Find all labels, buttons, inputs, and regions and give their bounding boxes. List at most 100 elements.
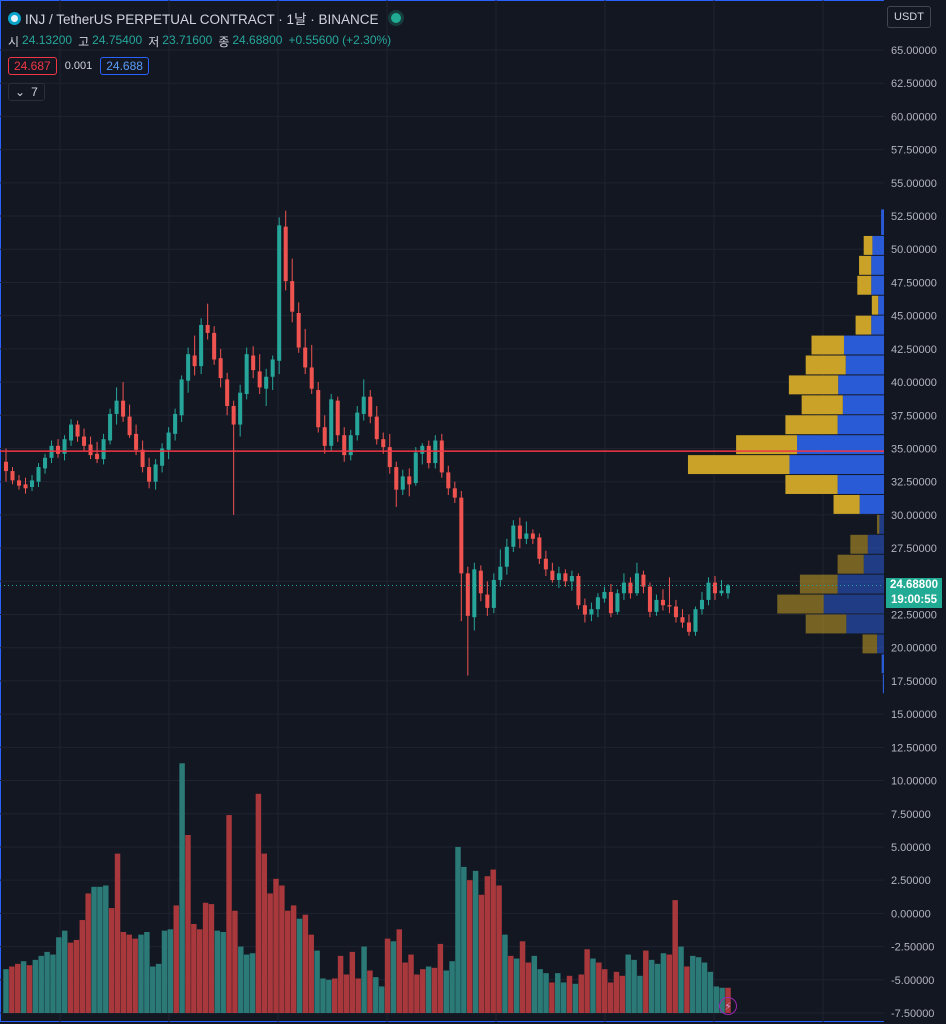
volume-bar [79,920,86,1013]
candle-body [244,354,249,395]
volume-bar [519,941,526,1013]
volume-profile-sell-bar [837,554,864,574]
volume-bar [3,969,9,1013]
volume-bar [285,910,291,1013]
volume-bars [3,763,731,1013]
volume-bar [173,905,179,1013]
candle-body [309,367,314,389]
volume-profile-sell-bar [788,375,839,395]
candle-body [569,575,574,582]
candle-body [160,448,165,466]
volume-bar [267,893,273,1013]
lightning-icon[interactable]: ⚡ [719,997,737,1015]
candle-body [660,599,665,606]
candle-body [348,435,353,456]
volume-profile-sell-bar [736,435,797,455]
candle-body [264,376,269,389]
low-value: 23.71600 [162,33,213,47]
candle-body [608,591,613,614]
price-tick-label: 15.00000 [891,709,937,721]
volume-bar [607,982,614,1013]
volume-bar [390,941,397,1013]
price-tick-label: 60.00000 [891,111,937,123]
candle-body [485,594,490,608]
volume-profile-buy-bar [843,335,884,355]
price-tick-label: 37.50000 [891,410,937,422]
candle-body [420,445,425,454]
candle-body [82,436,87,446]
volume-bar [654,963,661,1013]
candle-body [628,582,633,594]
price-tick-label: 42.50000 [891,344,937,356]
volume-bar [684,966,690,1013]
indicators-toggle-button[interactable]: ⌄ 7 [8,83,45,101]
candle-body [712,582,718,594]
candle-body [153,464,158,482]
volume-bar [367,970,373,1013]
volume-profile-sell-bar [857,275,872,295]
volume-bar [625,954,631,1013]
candle-body [3,461,9,472]
candle-body [550,570,555,580]
volume-bar [466,880,473,1013]
price-tick-label: 65.00000 [891,45,937,57]
candle-body [407,476,412,485]
volume-bar [449,961,455,1013]
volume-profile-sell-bar [785,415,838,435]
volume-bar [337,955,344,1013]
volume-bar [85,893,91,1013]
price-tick-label: 40.00000 [891,377,937,389]
volume-profile-sell-bar [863,235,873,255]
candle-body [686,622,691,632]
symbol-title[interactable]: INJ / TetherUS PERPETUAL CONTRACT · 1날 ·… [25,12,379,27]
volume-bar [343,974,350,1013]
candle-body [465,573,470,616]
candle-body [641,574,646,587]
price-tick-label: 47.50000 [891,277,937,289]
volume-bar [601,969,608,1013]
volume-profile-buy-bar [881,209,884,235]
candle-body [270,359,275,377]
candle-body [511,525,516,547]
sell-price-button[interactable]: 24.687 [8,57,57,75]
candle-body [140,449,145,468]
candle-body [225,379,230,406]
volume-bar [232,910,238,1013]
candle-body [615,593,620,612]
volume-bar [373,977,379,1013]
candle-body [387,447,392,468]
volume-bar [455,846,461,1013]
volume-bar [537,969,543,1013]
candle-body [342,435,347,456]
volume-profile-buy-bar [837,574,884,594]
volume-bar [349,951,356,1013]
volume-bar [396,929,403,1013]
candle-body [238,392,243,425]
volume-bar [15,963,21,1013]
volume-bar [20,961,27,1013]
volume-bar [572,983,579,1013]
volume-profile-buy-bar [881,654,884,674]
volume-bar [402,962,408,1013]
volume-bar [590,958,596,1013]
price-tick-label: 5.00000 [891,842,931,854]
currency-selector[interactable]: USDT [887,6,931,28]
volume-bar [543,973,549,1013]
high-value: 24.75400 [92,33,143,47]
volume-profile-sell-bar [877,514,880,534]
volume-bar [67,942,74,1013]
candle-body [472,569,477,618]
candle-body [257,371,262,388]
candle-body [75,424,80,437]
buy-price-button[interactable]: 24.688 [100,57,149,75]
candle-body [231,405,236,425]
candle-body [95,453,100,460]
indicators-count: 7 [31,85,38,99]
price-tick-label: -7.50000 [891,1008,934,1020]
price-tick-label: 0.00000 [891,908,931,920]
spread-value: 0.001 [64,60,93,72]
volume-profile-buy-bar [823,594,884,614]
price-tick-label: 10.00000 [891,776,937,788]
chevron-down-icon: ⌄ [15,85,26,99]
